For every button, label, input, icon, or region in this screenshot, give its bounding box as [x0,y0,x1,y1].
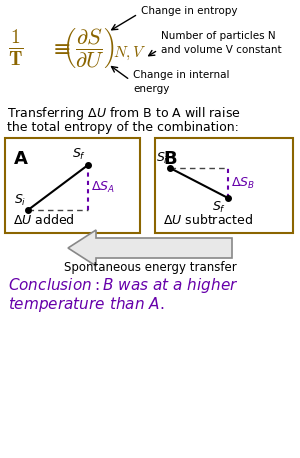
Text: $\mathbf{B}$: $\mathbf{B}$ [163,150,177,168]
Text: Change in entropy: Change in entropy [141,6,238,16]
Text: $S_i$: $S_i$ [156,151,168,166]
Text: $\equiv$: $\equiv$ [48,38,70,58]
Text: the total entropy of the combination:: the total entropy of the combination: [7,121,239,135]
Text: $\mathbf{\frac{1}{T}}$: $\mathbf{\frac{1}{T}}$ [8,27,23,68]
Text: $S_f$: $S_f$ [72,147,86,162]
Text: $S_f$: $S_f$ [212,200,226,215]
Text: $\mathit{temperature\ than\ A.}$: $\mathit{temperature\ than\ A.}$ [8,295,164,314]
Text: Change in internal
energy: Change in internal energy [133,70,230,94]
Text: Spontaneous energy transfer: Spontaneous energy transfer [64,261,236,274]
Bar [155,138,293,233]
Text: Transferring $\Delta\mathit{U}$ from B to A will raise: Transferring $\Delta\mathit{U}$ from B t… [7,104,241,121]
Text: Number of particles N
and volume V constant: Number of particles N and volume V const… [161,31,282,55]
Polygon shape [68,230,232,266]
Text: $\Delta\mathit{U}$ subtracted: $\Delta\mathit{U}$ subtracted [163,213,253,227]
Text: $\Delta S_A$: $\Delta S_A$ [91,180,115,195]
Text: $\Delta\mathit{U}$ added: $\Delta\mathit{U}$ added [13,213,75,227]
Text: $\mathit{Conclusion: B\ was\ at\ a\ higher}$: $\mathit{Conclusion: B\ was\ at\ a\ high… [8,276,238,295]
Text: $\Delta S_B$: $\Delta S_B$ [231,175,255,191]
Text: $S_i$: $S_i$ [14,193,26,208]
Text: $\left(\dfrac{\partial S}{\partial U}\right)_{\!\!N,V}$: $\left(\dfrac{\partial S}{\partial U}\ri… [62,26,147,70]
Text: $\mathbf{A}$: $\mathbf{A}$ [13,150,29,168]
Bar [5,138,140,233]
